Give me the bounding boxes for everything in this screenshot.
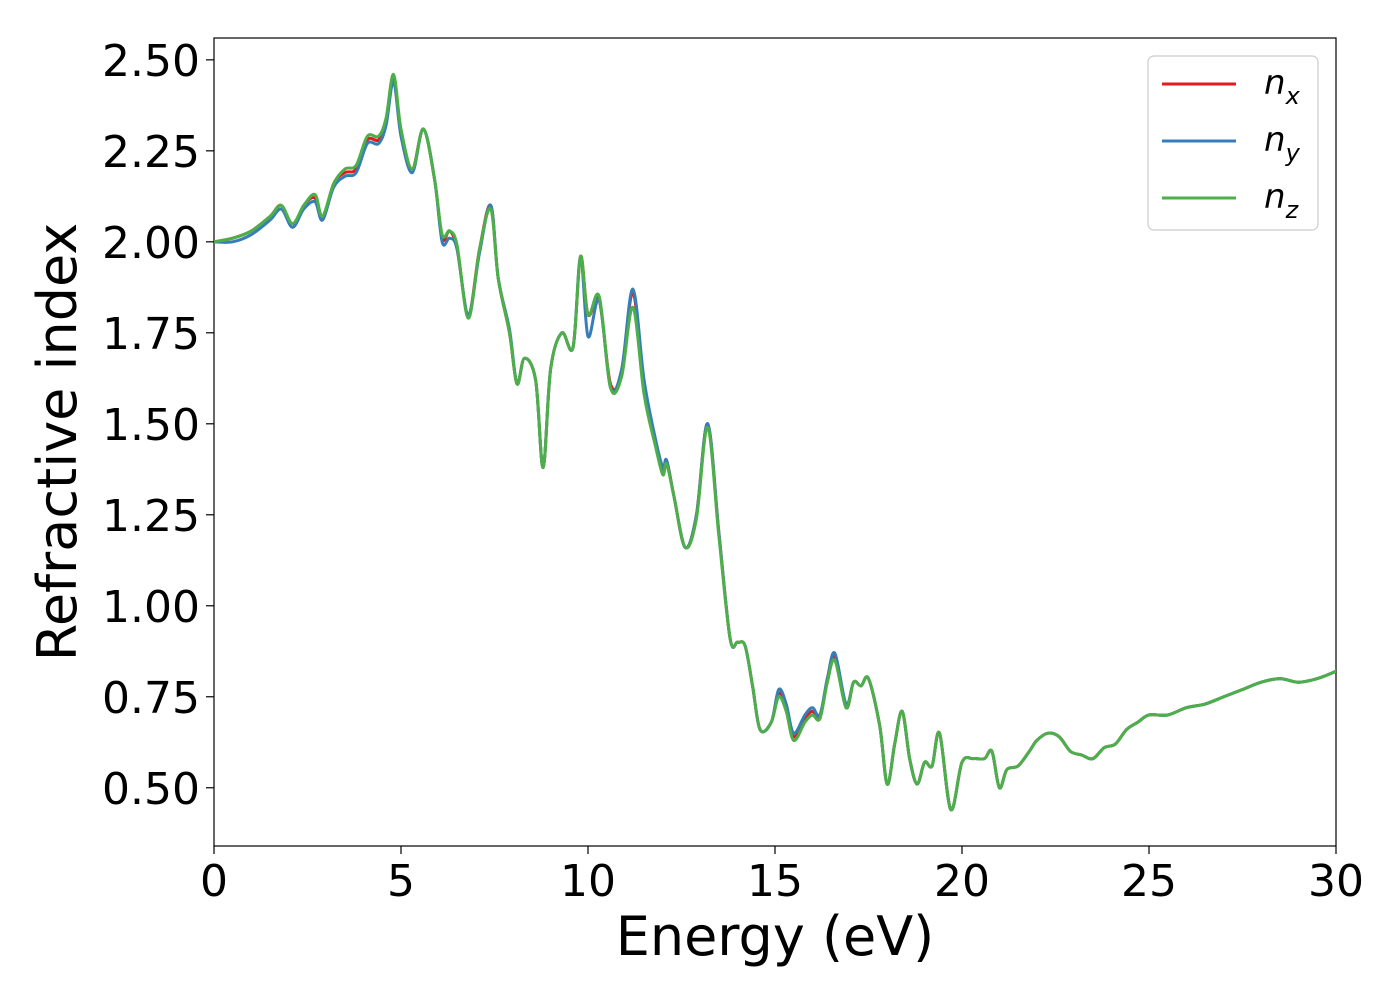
series-layer bbox=[214, 72, 1336, 812]
x-tick-label: 25 bbox=[1121, 856, 1177, 907]
y-tick-label: 2.00 bbox=[102, 218, 200, 269]
x-tick-label: 15 bbox=[747, 856, 803, 907]
y-axis-title: Refractive index bbox=[26, 223, 89, 662]
y-tick-label: 2.50 bbox=[102, 36, 200, 87]
x-tick-label: 30 bbox=[1308, 856, 1364, 907]
x-tick-label: 10 bbox=[560, 856, 616, 907]
x-axis-ticks: 0 5 10 15 20 25 30 bbox=[200, 846, 1364, 907]
legend-box bbox=[1147, 55, 1319, 231]
x-tick-label: 0 bbox=[200, 856, 228, 907]
x-tick-label: 20 bbox=[934, 856, 990, 907]
y-tick-label: 1.50 bbox=[102, 400, 200, 451]
y-tick-label: 1.25 bbox=[102, 491, 200, 542]
y-tick-label: 2.25 bbox=[102, 127, 200, 178]
x-axis-title: Energy (eV) bbox=[616, 905, 935, 968]
y-tick-label: 0.50 bbox=[102, 764, 200, 815]
y-tick-label: 1.00 bbox=[102, 582, 200, 633]
y-tick-label: 1.75 bbox=[102, 309, 200, 360]
series-line-n-z bbox=[214, 72, 1336, 812]
y-axis-ticks: 0.50 0.75 1.00 1.25 1.50 1.75 2.00 2.25 2.50 bbox=[102, 36, 214, 815]
y-tick-label: 0.75 bbox=[102, 673, 200, 724]
x-tick-label: 5 bbox=[387, 856, 415, 907]
